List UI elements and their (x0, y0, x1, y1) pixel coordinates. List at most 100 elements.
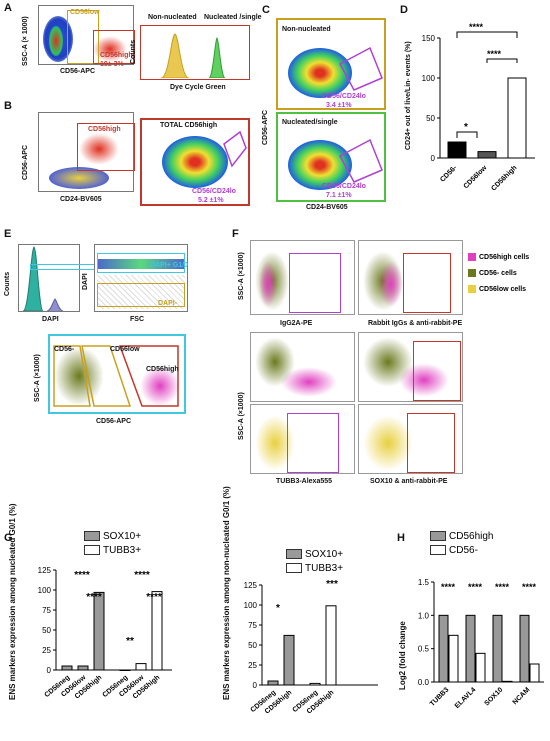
category-label-d: CD56low (463, 164, 489, 190)
dapi-pos: DAPI+ G1/0 (150, 262, 188, 269)
panel-label-d: D (400, 4, 408, 16)
tick-label: 125 (244, 581, 258, 590)
c-bot-title: Nucleated/single (282, 119, 338, 126)
tick-label: 25 (42, 646, 51, 655)
dapi-neg: DAPI- (158, 300, 178, 307)
significance-star: **** (134, 570, 150, 581)
tick-label-d: 50 (426, 114, 435, 123)
significance-star: * (276, 603, 280, 614)
yaxis-h: Log2 (fold change (398, 621, 407, 690)
bracket-d-mid (486, 58, 518, 63)
bracket-d-small (456, 131, 478, 138)
significance-star: ** (126, 636, 134, 647)
yaxis-e: SSC-A (×1000) (34, 354, 41, 402)
bar (267, 680, 279, 686)
bar-h (492, 614, 503, 683)
bar (77, 665, 89, 671)
legend-g2: SOX10+ TUBB3+ (286, 548, 343, 576)
tick-label-h: 0.5 (418, 645, 430, 654)
x4-f: SOX10 & anti-rabbit-PE (370, 478, 448, 485)
significance-star-h: **** (522, 582, 537, 592)
bar-h (465, 614, 476, 683)
panel-label-f: F (232, 228, 239, 240)
tick-label-h: 0.0 (418, 678, 430, 687)
c-top-pct: 3.4 ±1% (326, 102, 352, 109)
x3-f: TUBB3-Alexa555 (276, 478, 333, 485)
star-d-big: **** (469, 22, 484, 32)
yaxis-g-left: ENS markers expression among nucleated G… (8, 503, 17, 700)
bar (151, 591, 163, 671)
chart-g-left: 0255075100125CD56negCD56lowCD56highCD56n… (38, 566, 172, 701)
legend-g2-tubb3: TUBB3+ (286, 562, 343, 576)
legend-f-item-high: CD56high cells (468, 250, 529, 266)
plot-f6 (358, 404, 463, 474)
yaxis-f-bot: SSC-A (×1000) (238, 392, 245, 440)
panel-label-g: G (4, 532, 13, 544)
bar-h (519, 614, 530, 683)
star-d-small: * (464, 122, 468, 133)
panel-label-a: A (4, 2, 12, 14)
tick-label-h: 1.5 (418, 578, 430, 587)
panel-label-e: E (4, 228, 12, 240)
c-top-title: Non-nucleated (282, 26, 331, 33)
xaxis-c: CD24-BV605 (306, 204, 348, 211)
legend-g-sox10: SOX10+ (84, 530, 141, 544)
tick-label-h: 1.0 (418, 611, 430, 620)
bar (283, 634, 295, 686)
significance-star: *** (326, 579, 338, 590)
tick-label: 75 (248, 621, 257, 630)
plot-c-top (276, 18, 386, 110)
counts-e: Counts (4, 271, 11, 296)
yaxis-a: SSC-A (× 1000) (22, 16, 29, 66)
pct-b: 5.2 ±1% (198, 197, 224, 204)
cd56high-e: CD56high (146, 366, 179, 373)
significance-star: **** (74, 570, 90, 581)
tick-label-d: 100 (422, 74, 436, 83)
legend-h-high: CD56high (430, 530, 493, 544)
c-bot-pct: 7.1 ±1% (326, 192, 352, 199)
plot-f2 (358, 240, 463, 315)
bracket-d-big (456, 31, 518, 38)
legend-f-item-neg: CD56- cells (468, 266, 529, 282)
plot-f4 (358, 332, 463, 402)
bar (93, 591, 105, 671)
bar-h (448, 634, 459, 683)
bar-d (477, 151, 497, 159)
dapi-y-e: DAPI (82, 273, 89, 290)
yaxis-d: CD24+ out of live/Lin- events (%) (405, 41, 412, 150)
significance-star: **** (146, 592, 162, 603)
tick-label: 50 (248, 641, 257, 650)
bar-h (529, 663, 540, 683)
category-label-h: NCAM (512, 686, 532, 706)
category-label-d: CD56- (439, 164, 459, 184)
panel-label-h: H (397, 532, 405, 544)
tick-label: 0 (47, 666, 52, 675)
gate-high-a: CD56high (100, 52, 133, 59)
scatter-b (38, 112, 135, 192)
tick-label-d: 150 (422, 34, 436, 43)
hist-x-a: Dye Cycle Green (170, 84, 226, 91)
plot-f1 (250, 240, 355, 315)
histogram-a (140, 25, 250, 80)
gate-low-a: CD56low (70, 9, 100, 16)
bar (325, 605, 337, 686)
sub-b: CD56/CD24lo (192, 188, 236, 195)
tick-label: 100 (38, 586, 52, 595)
legend-f-item-low: CD56low cells (468, 282, 529, 298)
x1-f: IgG2A-PE (280, 320, 313, 327)
hist-title-left: Non-nucleated (148, 14, 197, 21)
tick-label-d: 0 (431, 154, 436, 163)
cd56neg-e: CD56- (54, 346, 75, 353)
hist-y-a: Counts (130, 39, 137, 64)
bar (61, 665, 73, 671)
c-top-sub: CD56/CD24lo (322, 93, 366, 100)
plot-c-bot (276, 112, 386, 202)
total-b: TOTAL CD56high (160, 122, 218, 129)
legend-g-tubb3: TUBB3+ (84, 544, 141, 558)
star-d-mid: **** (487, 49, 502, 59)
legend-g2-sox10: SOX10+ (286, 548, 343, 562)
plot-f5 (250, 404, 355, 474)
bar (135, 663, 147, 671)
cd56low-e: CD56low (110, 346, 140, 353)
c-bot-sub: CD56/CD24lo (322, 183, 366, 190)
